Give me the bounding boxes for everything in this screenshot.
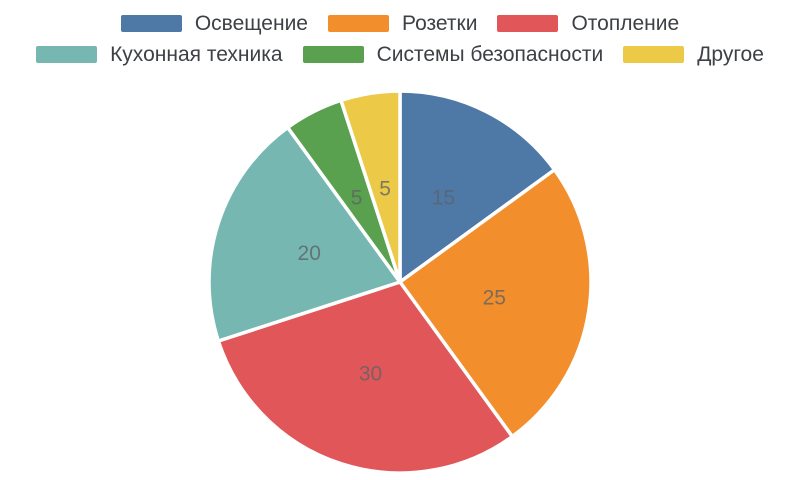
legend-item-label: Розетки [402,12,478,35]
legend-item-label: Отопление [571,12,680,35]
legend-item-label: Освещение [194,12,308,35]
legend-swatch-icon [302,46,364,63]
legend-row: Кухонная техника Системы безопасности Др… [36,44,764,65]
legend-item[interactable]: Розетки [328,13,477,34]
chart-legend: Освещение Розетки Отопление Кухонная тех… [0,13,800,65]
legend-item[interactable]: Отопление [497,13,679,34]
legend-item-label: Кухонная техника [110,43,283,66]
legend-swatch-icon [328,15,389,32]
legend-item[interactable]: Кухонная техника [36,44,283,65]
legend-swatch-icon [120,15,182,32]
pie-slice-1[interactable] [398,89,557,284]
pie-slice-3[interactable] [216,280,515,475]
legend-row: Освещение Розетки Отопление [120,12,679,35]
legend-item[interactable]: Системы безопасности [302,43,604,66]
pie-slice-2[interactable] [398,167,593,439]
legend-item[interactable]: Другое [623,44,764,65]
legend-swatch-icon [36,46,98,63]
legend-swatch-icon [623,46,685,63]
pie-slice-4[interactable] [207,125,402,343]
pie-slice-6[interactable] [339,89,402,284]
legend-item[interactable]: Освещение [120,12,308,35]
legend-swatch-icon [497,15,559,32]
legend-item-label: Системы безопасности [376,43,604,66]
legend-item-label: Другое [697,43,764,66]
